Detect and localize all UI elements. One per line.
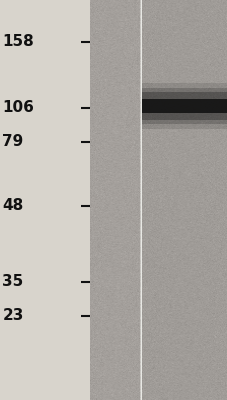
Text: 48: 48	[2, 198, 23, 214]
Bar	[142, 83, 227, 129]
Bar	[142, 88, 227, 124]
Bar	[141, 0, 227, 400]
Text: 35: 35	[2, 274, 23, 290]
Bar	[142, 99, 227, 113]
Bar	[142, 92, 227, 120]
Text: 23: 23	[2, 308, 24, 324]
Bar	[140, 0, 141, 400]
Text: 79: 79	[2, 134, 23, 150]
Bar	[90, 0, 140, 400]
Text: 106: 106	[2, 100, 34, 116]
Text: 158: 158	[2, 34, 34, 50]
